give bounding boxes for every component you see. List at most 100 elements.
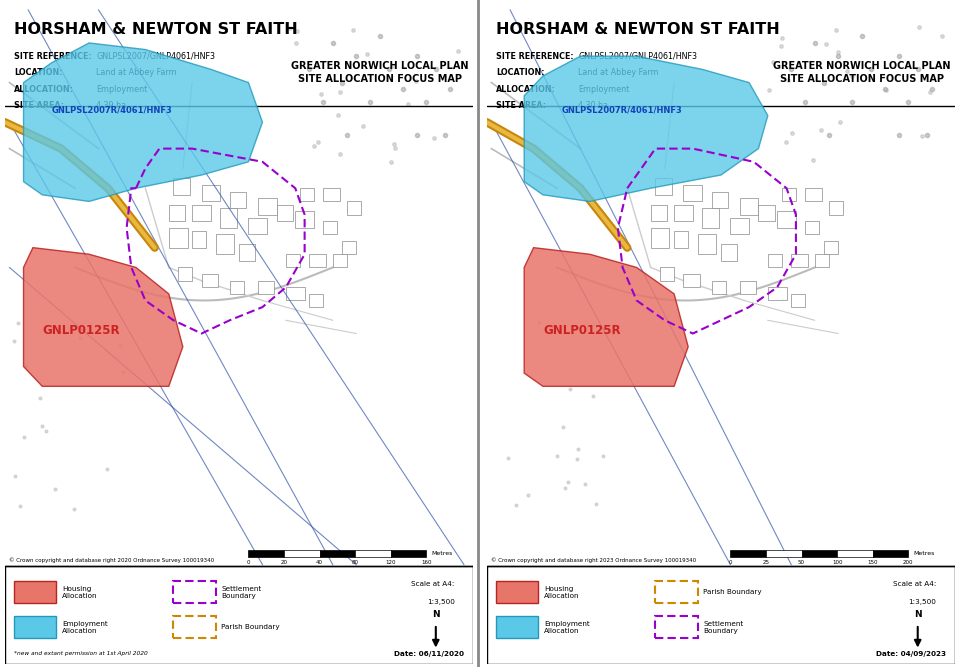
Bar xyxy=(249,218,267,235)
Text: Date: 04/09/2023: Date: 04/09/2023 xyxy=(876,651,946,657)
Text: LOCATION:: LOCATION: xyxy=(496,68,544,77)
Bar xyxy=(179,267,192,281)
Text: 200: 200 xyxy=(903,560,914,565)
Bar xyxy=(14,582,57,603)
Text: GNLP0125R: GNLP0125R xyxy=(543,323,620,337)
Bar xyxy=(674,231,688,247)
Text: 4.30 ha: 4.30 ha xyxy=(578,101,608,110)
Text: Housing
Allocation: Housing Allocation xyxy=(62,586,98,599)
Bar xyxy=(216,235,234,254)
Bar xyxy=(324,188,340,201)
Bar xyxy=(731,218,749,235)
Bar xyxy=(276,205,293,221)
Bar xyxy=(496,616,539,638)
Bar xyxy=(169,228,187,247)
Text: Housing
Allocation: Housing Allocation xyxy=(544,586,580,599)
Bar xyxy=(5,3,473,105)
Text: ALLOCATION:: ALLOCATION: xyxy=(14,85,74,93)
Text: HORSHAM & NEWTON ST FAITH: HORSHAM & NEWTON ST FAITH xyxy=(14,22,298,37)
Text: GNLP0125R: GNLP0125R xyxy=(42,323,120,337)
Bar xyxy=(5,105,473,566)
Text: 1:3,500: 1:3,500 xyxy=(426,599,454,605)
Bar xyxy=(320,550,355,557)
Bar xyxy=(768,287,786,301)
Bar xyxy=(286,254,300,267)
Text: ALLOCATION:: ALLOCATION: xyxy=(496,85,556,93)
Text: 80: 80 xyxy=(351,560,359,565)
Text: Parish Boundary: Parish Boundary xyxy=(703,590,762,596)
Text: Metres: Metres xyxy=(913,551,934,556)
Bar xyxy=(249,550,284,557)
Bar xyxy=(192,205,211,221)
Text: GNLPSL2007/GNLP4061/HNF3: GNLPSL2007/GNLP4061/HNF3 xyxy=(96,51,215,61)
Text: Settlement
Boundary: Settlement Boundary xyxy=(221,586,261,599)
Bar xyxy=(651,205,667,221)
Text: 20: 20 xyxy=(280,560,287,565)
Text: Land at Abbey Farm: Land at Abbey Farm xyxy=(96,68,177,77)
Bar xyxy=(342,241,356,254)
Text: GNLPSL2007R/4061/HNF3: GNLPSL2007R/4061/HNF3 xyxy=(562,106,683,115)
Bar xyxy=(487,566,955,664)
Text: GREATER NORWICH LOCAL PLAN
SITE ALLOCATION FOCUS MAP: GREATER NORWICH LOCAL PLAN SITE ALLOCATI… xyxy=(773,61,950,84)
Bar xyxy=(229,191,246,208)
Bar xyxy=(296,211,314,228)
Text: *new and extant permission at 1st April 2020: *new and extant permission at 1st April … xyxy=(14,651,148,656)
Text: Employment: Employment xyxy=(578,85,630,93)
Bar xyxy=(778,211,796,228)
Bar xyxy=(684,185,702,201)
Bar xyxy=(781,188,796,201)
Text: N: N xyxy=(914,610,922,619)
Text: Scale at A4:: Scale at A4: xyxy=(893,582,936,588)
Bar xyxy=(651,228,669,247)
Bar xyxy=(202,185,220,201)
Bar xyxy=(815,254,828,267)
Text: Metres: Metres xyxy=(431,551,452,556)
Text: SITE REFERENCE:: SITE REFERENCE: xyxy=(496,51,574,61)
Bar xyxy=(300,188,314,201)
Polygon shape xyxy=(524,56,768,201)
Bar xyxy=(828,201,843,215)
Text: LOCATION:: LOCATION: xyxy=(14,68,62,77)
Bar xyxy=(684,274,700,287)
Text: Settlement
Boundary: Settlement Boundary xyxy=(703,620,743,634)
Text: Land at Abbey Farm: Land at Abbey Farm xyxy=(578,68,659,77)
Text: Employment
Allocation: Employment Allocation xyxy=(544,620,589,634)
Text: Employment
Allocation: Employment Allocation xyxy=(62,620,108,634)
Bar xyxy=(660,267,674,281)
Text: © Crown copyright and database right 2023 Ordnance Survey 100019340: © Crown copyright and database right 202… xyxy=(492,557,697,563)
Bar xyxy=(805,221,819,235)
Polygon shape xyxy=(24,43,262,201)
Bar xyxy=(496,582,539,603)
Bar xyxy=(192,231,206,247)
Text: Scale at A4:: Scale at A4: xyxy=(411,582,454,588)
Bar xyxy=(740,281,756,294)
Text: 0: 0 xyxy=(729,560,732,565)
Bar xyxy=(5,566,473,664)
Text: Parish Boundary: Parish Boundary xyxy=(221,624,280,630)
Text: Employment: Employment xyxy=(96,85,148,93)
Bar xyxy=(286,287,304,301)
Text: 160: 160 xyxy=(421,560,432,565)
Bar xyxy=(239,244,255,261)
Text: GNLPSL2007/GNLP4061/HNF3: GNLPSL2007/GNLP4061/HNF3 xyxy=(578,51,697,61)
Bar xyxy=(656,582,698,603)
Bar xyxy=(324,221,337,235)
Text: 0: 0 xyxy=(247,560,251,565)
Bar xyxy=(721,244,737,261)
Bar xyxy=(309,294,324,307)
Bar xyxy=(347,201,361,215)
Bar xyxy=(487,105,955,566)
Bar xyxy=(14,616,57,638)
Bar xyxy=(766,550,802,557)
Bar xyxy=(731,550,766,557)
Bar xyxy=(656,178,672,195)
Bar xyxy=(758,205,775,221)
Text: 4.39 ha: 4.39 ha xyxy=(96,101,127,110)
Text: HORSHAM & NEWTON ST FAITH: HORSHAM & NEWTON ST FAITH xyxy=(496,22,780,37)
Bar xyxy=(837,550,873,557)
Text: N: N xyxy=(432,610,440,619)
Text: SITE AREA:: SITE AREA: xyxy=(496,101,546,110)
Bar xyxy=(768,254,781,267)
Bar xyxy=(309,254,325,267)
Text: 150: 150 xyxy=(868,560,878,565)
